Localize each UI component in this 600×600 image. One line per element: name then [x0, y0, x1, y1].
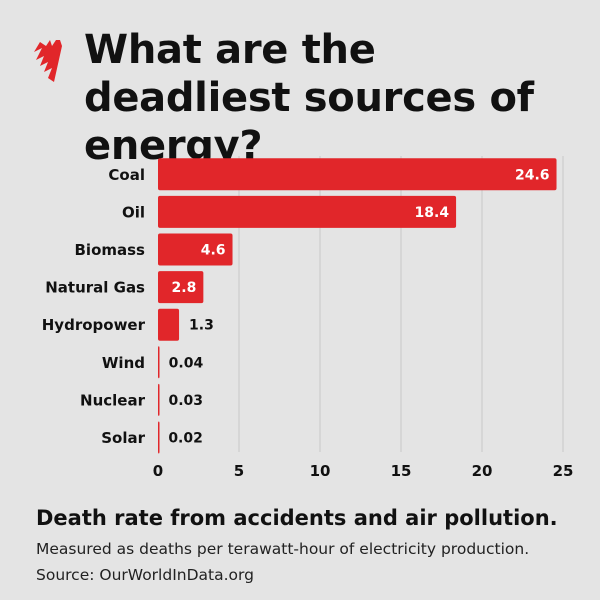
category-label: Natural Gas — [45, 279, 145, 297]
bar-nuclear — [158, 383, 160, 416]
chart-source: Source: OurWorldInData.org — [36, 566, 254, 584]
category-label: Hydropower — [42, 316, 146, 334]
x-tick-label: 20 — [472, 462, 493, 480]
category-label: Wind — [102, 354, 145, 372]
bar-hydropower — [158, 308, 180, 341]
category-label: Oil — [122, 203, 145, 221]
data-label: 0.04 — [169, 355, 204, 371]
x-tick-label: 5 — [234, 462, 244, 480]
category-label: Coal — [108, 166, 145, 184]
x-tick-label: 0 — [153, 462, 163, 480]
category-label: Solar — [101, 429, 145, 447]
bar-oil — [158, 195, 457, 228]
bar-wind — [158, 346, 160, 379]
sbs-logo-icon — [34, 40, 62, 82]
bar-chart: 0 5 10 15 20 25 Coal 24.6 Oil 18.4 Biomass 4.6 Natur… — [42, 156, 574, 480]
data-label: 0.03 — [168, 393, 203, 409]
x-tick-label: 25 — [553, 462, 574, 480]
data-label: 18.4 — [415, 205, 450, 221]
bar-coal — [158, 158, 557, 191]
data-label: 0.02 — [168, 431, 203, 447]
data-label: 24.6 — [515, 167, 550, 183]
data-label: 1.3 — [189, 318, 214, 334]
data-label: 4.6 — [201, 243, 226, 259]
bar-solar — [158, 421, 160, 454]
chart-subtitle: Measured as deaths per terawatt-hour of … — [36, 540, 530, 558]
category-label: Biomass — [75, 241, 146, 259]
bar-biomass — [158, 233, 233, 266]
x-tick-label: 10 — [310, 462, 331, 480]
chart-caption: Death rate from accidents and air pollut… — [36, 506, 558, 530]
bar-natural-gas — [158, 271, 204, 304]
category-label: Nuclear — [80, 391, 146, 409]
x-tick-label: 15 — [391, 462, 412, 480]
data-label: 2.8 — [172, 280, 197, 296]
